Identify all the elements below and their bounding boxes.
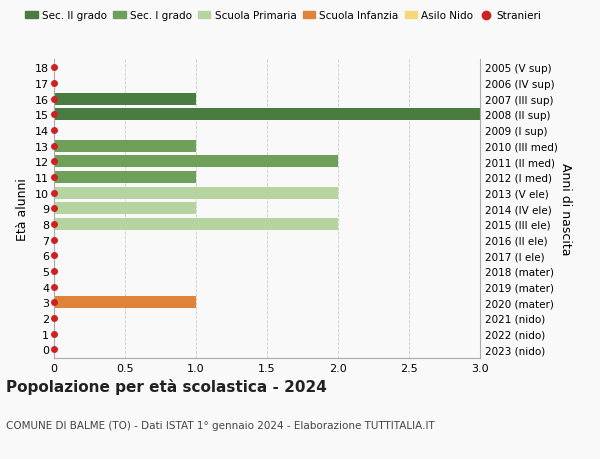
Bar (54, 297, 196, 308)
Bar (54, 203, 196, 215)
Bar (54, 156, 338, 168)
Bar (54, 172, 196, 184)
Y-axis label: Età alunni: Età alunni (16, 178, 29, 240)
Bar (54, 140, 196, 152)
Bar (54, 109, 480, 121)
Y-axis label: Anni di nascita: Anni di nascita (559, 162, 572, 255)
Legend: Sec. II grado, Sec. I grado, Scuola Primaria, Scuola Infanzia, Asilo Nido, Stran: Sec. II grado, Sec. I grado, Scuola Prim… (25, 11, 541, 21)
Text: COMUNE DI BALME (TO) - Dati ISTAT 1° gennaio 2024 - Elaborazione TUTTITALIA.IT: COMUNE DI BALME (TO) - Dati ISTAT 1° gen… (6, 420, 435, 430)
Text: Popolazione per età scolastica - 2024: Popolazione per età scolastica - 2024 (6, 379, 327, 395)
Bar (54, 218, 338, 230)
Bar (54, 187, 338, 199)
Bar (54, 94, 196, 106)
